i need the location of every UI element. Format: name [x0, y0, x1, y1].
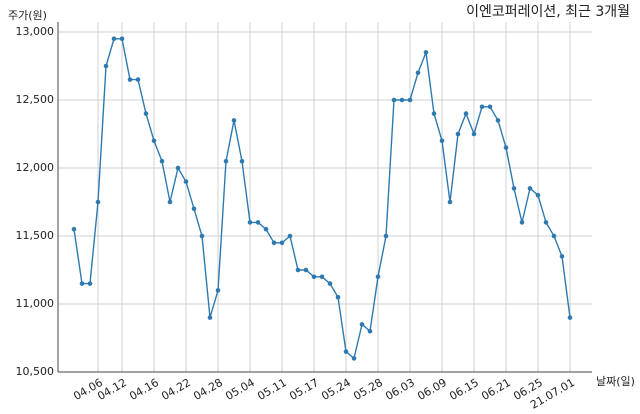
- point: [103, 63, 109, 69]
- point: [311, 274, 317, 280]
- point: [567, 315, 573, 320]
- point: [175, 165, 181, 171]
- y-tick-label: 10,500: [16, 365, 55, 378]
- point: [479, 104, 485, 110]
- chart-title: 이엔코퍼레이션, 최근 3개월: [466, 4, 630, 20]
- x-tick-label: 04.16: [127, 376, 161, 403]
- point: [223, 158, 229, 164]
- point: [167, 199, 173, 205]
- x-tick-label: 05.04: [223, 376, 257, 403]
- point: [71, 226, 77, 232]
- x-tick-label: 06.15: [447, 376, 481, 403]
- point: [239, 158, 245, 164]
- point: [375, 274, 381, 280]
- point: [559, 254, 565, 259]
- x-tick-label: 06.21: [479, 376, 513, 403]
- x-tick-label: 06.09: [415, 376, 449, 403]
- point: [263, 226, 269, 232]
- x-tick-label: 05.28: [351, 376, 385, 403]
- point: [399, 97, 405, 103]
- point: [487, 104, 493, 110]
- y-tick-label: 12,000: [16, 161, 55, 174]
- point: [247, 220, 253, 225]
- point: [231, 118, 237, 123]
- y-tick-label: 11,500: [16, 229, 55, 242]
- y-tick-label: 11,000: [16, 297, 55, 310]
- point: [215, 288, 221, 293]
- point: [127, 77, 133, 82]
- point: [463, 111, 469, 116]
- point: [383, 233, 389, 239]
- point: [351, 356, 357, 361]
- point: [527, 186, 533, 191]
- x-axis-label: 날짜(일): [596, 374, 635, 388]
- point: [535, 192, 541, 198]
- point: [327, 281, 333, 286]
- point: [455, 131, 461, 137]
- point: [295, 267, 301, 273]
- point: [551, 233, 557, 239]
- point: [359, 322, 365, 327]
- x-tick-label: 04.22: [159, 376, 193, 403]
- x-tick-label: 05.11: [255, 376, 289, 403]
- point: [423, 50, 429, 55]
- point: [503, 145, 509, 150]
- point: [159, 158, 165, 164]
- point: [447, 199, 453, 205]
- point: [391, 97, 397, 103]
- point: [191, 206, 197, 212]
- point: [303, 267, 309, 273]
- point: [415, 70, 421, 76]
- point: [111, 36, 117, 42]
- point: [543, 220, 549, 225]
- point: [367, 328, 373, 334]
- y-tick-label: 13,000: [16, 25, 55, 38]
- point: [79, 281, 85, 286]
- point: [183, 179, 189, 184]
- point: [287, 233, 293, 239]
- point: [519, 220, 525, 225]
- x-tick-label: 06.03: [383, 376, 417, 403]
- point: [151, 138, 157, 144]
- x-tick-label: 05.17: [287, 376, 321, 403]
- point: [87, 281, 93, 286]
- point: [143, 111, 149, 116]
- point: [439, 138, 445, 144]
- point: [279, 240, 285, 246]
- point: [495, 118, 501, 123]
- point: [431, 111, 437, 116]
- point: [255, 220, 261, 225]
- y-axis-label: 주가(원): [8, 9, 47, 22]
- x-tick-label: 04.28: [191, 376, 225, 403]
- point: [335, 294, 341, 300]
- point: [199, 233, 205, 239]
- point: [319, 274, 325, 280]
- y-tick-label: 12,500: [16, 93, 55, 106]
- point: [407, 97, 413, 103]
- point: [511, 186, 517, 191]
- point: [135, 77, 141, 82]
- point: [119, 36, 125, 42]
- point: [207, 315, 213, 320]
- point: [343, 349, 349, 354]
- x-tick-label: 05.24: [319, 376, 353, 403]
- point: [271, 240, 277, 246]
- line: [73, 38, 571, 360]
- point: [471, 131, 477, 137]
- point: [95, 199, 101, 205]
